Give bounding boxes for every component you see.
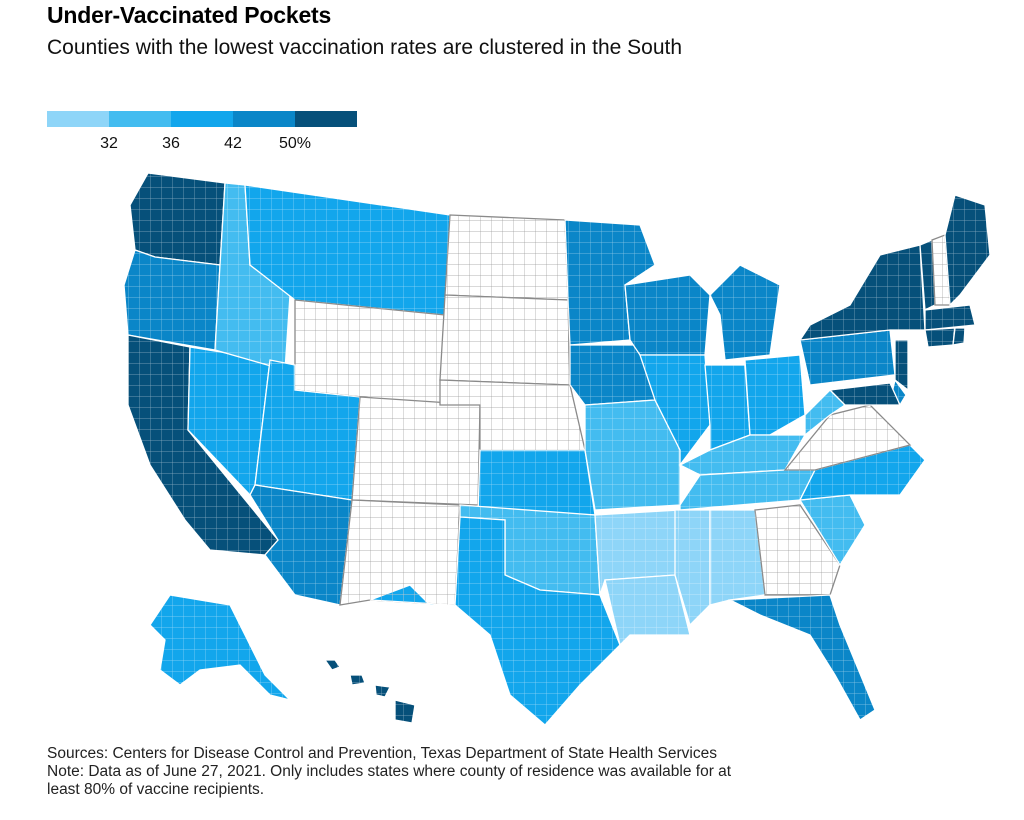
county-texture-vt bbox=[920, 240, 935, 310]
county-texture-id bbox=[215, 183, 290, 370]
legend-swatch-4 bbox=[233, 111, 295, 127]
county-texture-ak bbox=[150, 595, 290, 700]
legend-swatch-1 bbox=[47, 111, 109, 127]
county-texture-fl bbox=[730, 595, 875, 720]
county-texture-sc bbox=[800, 495, 865, 565]
county-texture-mi bbox=[710, 265, 780, 360]
county-texture-wv bbox=[805, 390, 845, 435]
county-texture-ok bbox=[460, 505, 600, 595]
county-texture-nm bbox=[340, 500, 460, 605]
county-texture-mt bbox=[245, 185, 450, 315]
county-texture-ca bbox=[128, 335, 278, 555]
county-texture-me bbox=[945, 195, 990, 305]
county-texture-ri bbox=[953, 328, 965, 345]
county-texture-tn bbox=[680, 470, 815, 510]
footer-notes: Sources: Centers for Disease Control and… bbox=[47, 745, 977, 799]
county-texture-ny bbox=[800, 245, 925, 340]
legend-tick-1: 32 bbox=[100, 135, 118, 152]
legend-swatch-3 bbox=[171, 111, 233, 127]
county-texture-sd bbox=[440, 295, 570, 385]
county-texture-wi bbox=[625, 275, 710, 355]
county-texture-or bbox=[124, 250, 220, 350]
county-texture-ky bbox=[680, 435, 805, 475]
note-text-line2: least 80% of vaccine recipients. bbox=[47, 781, 265, 798]
county-texture-il bbox=[640, 355, 710, 465]
sources-text: Sources: Centers for Disease Control and… bbox=[47, 745, 717, 762]
county-texture-md bbox=[830, 383, 900, 405]
legend-tick-2: 36 bbox=[162, 135, 180, 152]
county-texture-pa bbox=[800, 330, 895, 385]
us-county-map bbox=[123, 172, 991, 726]
chart-subtitle: Counties with the lowest vaccination rat… bbox=[47, 36, 683, 59]
county-texture-mn bbox=[565, 220, 655, 345]
county-texture-nv bbox=[188, 347, 270, 495]
county-texture-la bbox=[605, 575, 690, 645]
county-texture-mo bbox=[585, 400, 680, 510]
legend-swatch-2 bbox=[109, 111, 171, 127]
county-texture-wa bbox=[130, 173, 225, 265]
county-texture-ia bbox=[570, 345, 655, 405]
county-texture-oh bbox=[745, 355, 805, 435]
county-texture-al bbox=[710, 510, 765, 605]
county-texture-ms bbox=[675, 510, 710, 625]
legend-tick-3: 42 bbox=[224, 135, 242, 152]
county-texture-co bbox=[352, 397, 480, 505]
county-texture-hi bbox=[325, 660, 415, 723]
county-texture-nh bbox=[932, 235, 950, 305]
county-texture-va bbox=[785, 405, 910, 470]
county-texture-ks bbox=[478, 450, 595, 515]
county-texture-nd bbox=[445, 215, 568, 300]
county-texture-az bbox=[250, 485, 352, 605]
note-text-line1: Note: Data as of June 27, 2021. Only inc… bbox=[47, 763, 732, 780]
chart-title: Under-Vaccinated Pockets bbox=[47, 2, 332, 28]
county-texture-ne bbox=[440, 380, 585, 450]
county-texture-in bbox=[705, 365, 750, 450]
county-texture-tx bbox=[370, 517, 620, 725]
legend-swatch-5 bbox=[295, 111, 357, 127]
county-texture-ma bbox=[925, 305, 975, 330]
county-texture-wy bbox=[295, 300, 445, 405]
county-texture-nc bbox=[800, 445, 925, 500]
legend-tick-4: 50% bbox=[278, 135, 312, 152]
county-texture-ga bbox=[755, 505, 840, 595]
county-texture-ut bbox=[255, 360, 360, 500]
county-texture-ar bbox=[595, 510, 680, 595]
county-texture-ct bbox=[925, 328, 955, 347]
county-texture-nj bbox=[895, 340, 908, 390]
color-legend: 32 36 42 50% bbox=[47, 111, 357, 152]
county-texture-de bbox=[892, 380, 906, 405]
